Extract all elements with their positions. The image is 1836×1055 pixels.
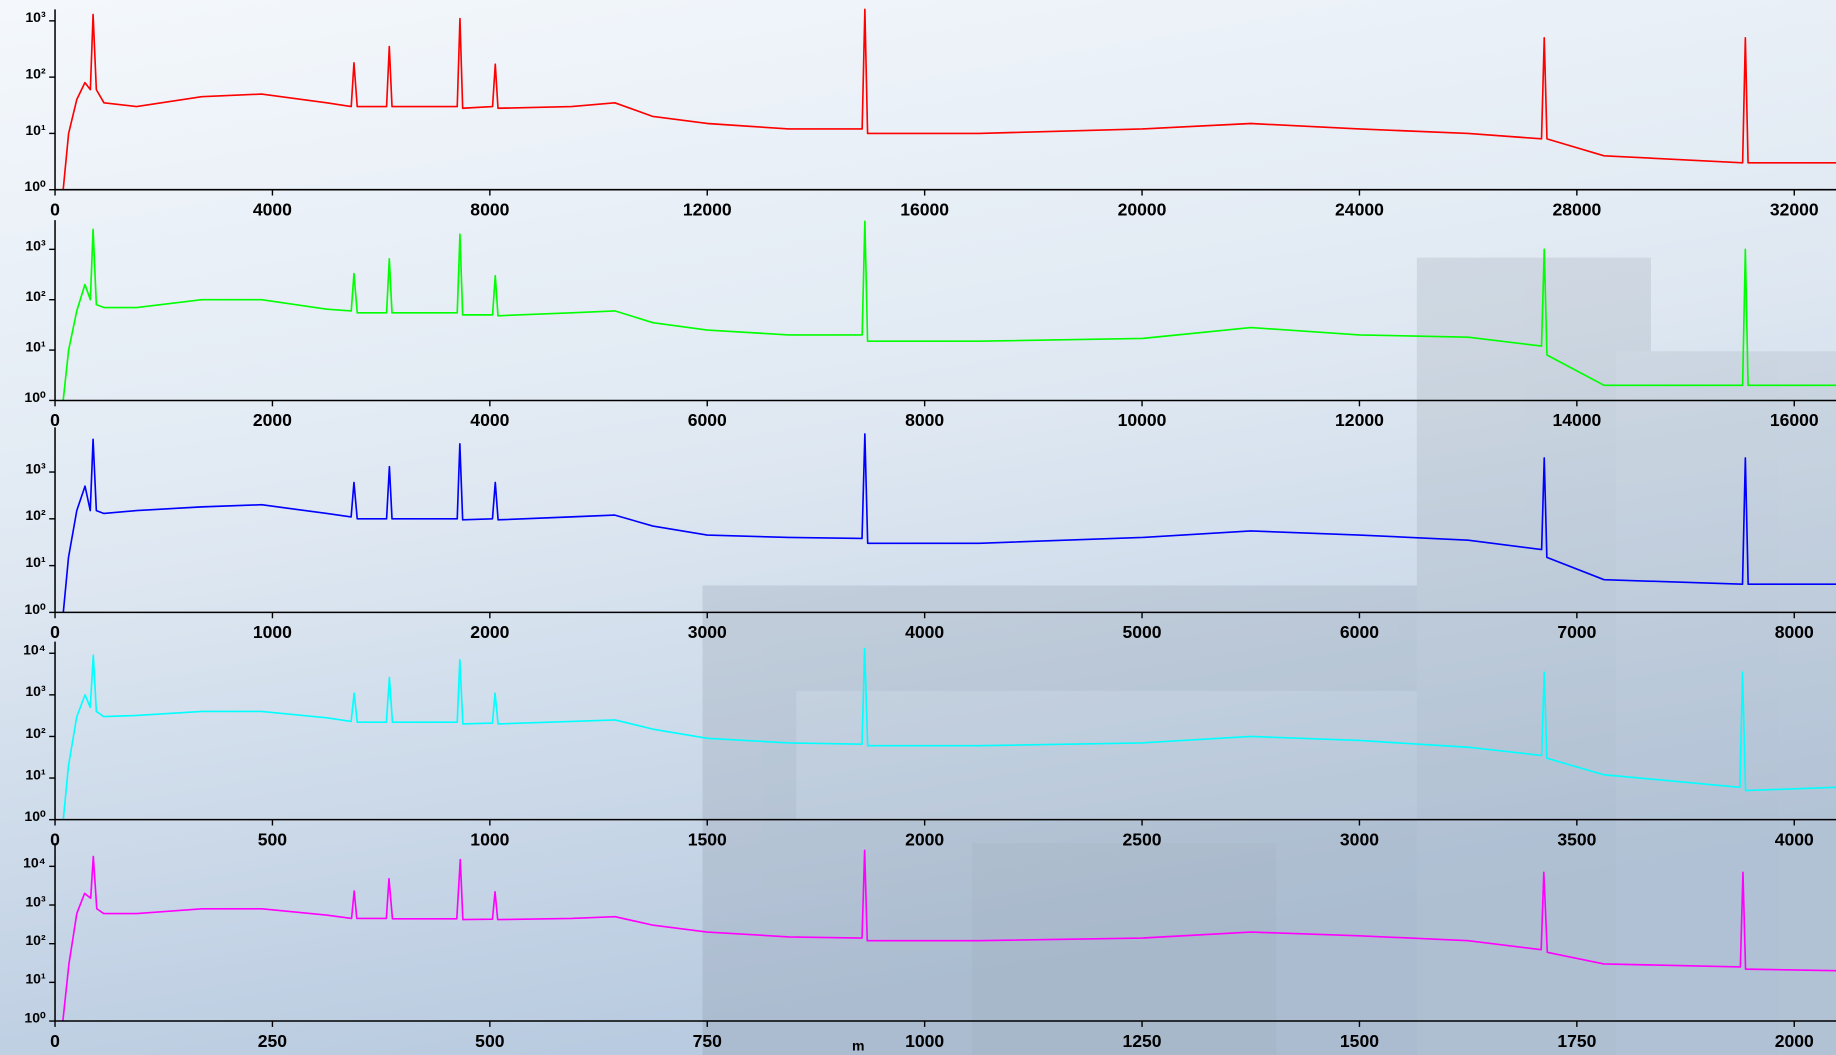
y-tick-label: 10⁰ (24, 808, 46, 824)
x-tick-label: 1250 (1123, 1031, 1162, 1051)
x-axis-label: m (852, 1038, 864, 1054)
y-tick-label: 10¹ (25, 971, 46, 987)
y-tick-label: 10⁰ (24, 389, 46, 405)
x-tick-label: 4000 (253, 199, 292, 219)
x-tick-label: 500 (475, 1031, 505, 1051)
x-tick-label: 12000 (1335, 410, 1384, 430)
x-tick-label: 2500 (1123, 829, 1162, 849)
x-tick-label: 750 (693, 1031, 723, 1051)
y-tick-label: 10³ (25, 460, 46, 476)
x-tick-label: 28000 (1552, 199, 1601, 219)
x-tick-label: 250 (258, 1031, 288, 1051)
x-tick-label: 3000 (688, 622, 727, 642)
x-tick-label: 1000 (470, 829, 509, 849)
y-tick-label: 10⁰ (24, 178, 46, 194)
y-tick-label: 10³ (25, 683, 46, 699)
y-tick-label: 10² (25, 66, 46, 82)
x-tick-label: 500 (258, 829, 288, 849)
x-tick-label: 0 (50, 199, 60, 219)
x-tick-label: 20000 (1118, 199, 1167, 219)
x-tick-label: 2000 (470, 622, 509, 642)
y-tick-label: 10¹ (25, 554, 46, 570)
y-tick-label: 10⁴ (23, 642, 46, 658)
y-tick-label: 10⁰ (24, 601, 46, 617)
x-tick-label: 8000 (905, 410, 944, 430)
x-tick-label: 7000 (1557, 622, 1596, 642)
y-tick-label: 10² (25, 507, 46, 523)
x-tick-label: 8000 (470, 199, 509, 219)
x-tick-label: 4000 (1775, 829, 1814, 849)
x-tick-label: 12000 (683, 199, 732, 219)
x-tick-label: 1500 (1340, 1031, 1379, 1051)
y-tick-label: 10² (25, 725, 46, 741)
y-tick-label: 10² (25, 288, 46, 304)
x-tick-label: 4000 (905, 622, 944, 642)
x-tick-label: 24000 (1335, 199, 1384, 219)
x-tick-label: 5000 (1123, 622, 1162, 642)
y-tick-label: 10¹ (25, 766, 46, 782)
y-tick-label: 10¹ (25, 122, 46, 138)
x-tick-label: 6000 (1340, 622, 1379, 642)
x-tick-label: 1500 (688, 829, 727, 849)
y-tick-label: 10¹ (25, 338, 46, 354)
x-tick-label: 0 (50, 1031, 60, 1051)
x-tick-label: 3500 (1557, 829, 1596, 849)
x-tick-label: 14000 (1552, 410, 1601, 430)
x-tick-label: 8000 (1775, 622, 1814, 642)
y-tick-label: 10³ (25, 238, 46, 254)
y-tick-label: 10³ (25, 9, 46, 25)
x-tick-label: 1750 (1557, 1031, 1596, 1051)
chart: 10⁰10¹10²10³0400080001200016000200002400… (0, 0, 1836, 1055)
y-tick-label: 10⁰ (24, 1009, 46, 1025)
y-tick-label: 10² (25, 932, 46, 948)
x-tick-label: 2000 (1775, 1031, 1814, 1051)
x-tick-label: 16000 (1770, 410, 1819, 430)
x-tick-label: 3000 (1340, 829, 1379, 849)
y-tick-label: 10⁴ (23, 855, 46, 871)
x-tick-label: 16000 (900, 199, 949, 219)
x-tick-label: 4000 (470, 410, 509, 430)
x-tick-label: 10000 (1118, 410, 1167, 430)
x-tick-label: 6000 (688, 410, 727, 430)
page: {"chart_data": [ {"type": "line", "yscal… (0, 0, 1836, 1055)
x-tick-label: 32000 (1770, 199, 1819, 219)
x-tick-label: 1000 (253, 622, 292, 642)
y-tick-label: 10³ (25, 893, 46, 909)
x-tick-label: 1000 (905, 1031, 944, 1051)
x-tick-label: 2000 (905, 829, 944, 849)
x-tick-label: 0 (50, 410, 60, 430)
x-tick-label: 0 (50, 622, 60, 642)
x-tick-label: 2000 (253, 410, 292, 430)
